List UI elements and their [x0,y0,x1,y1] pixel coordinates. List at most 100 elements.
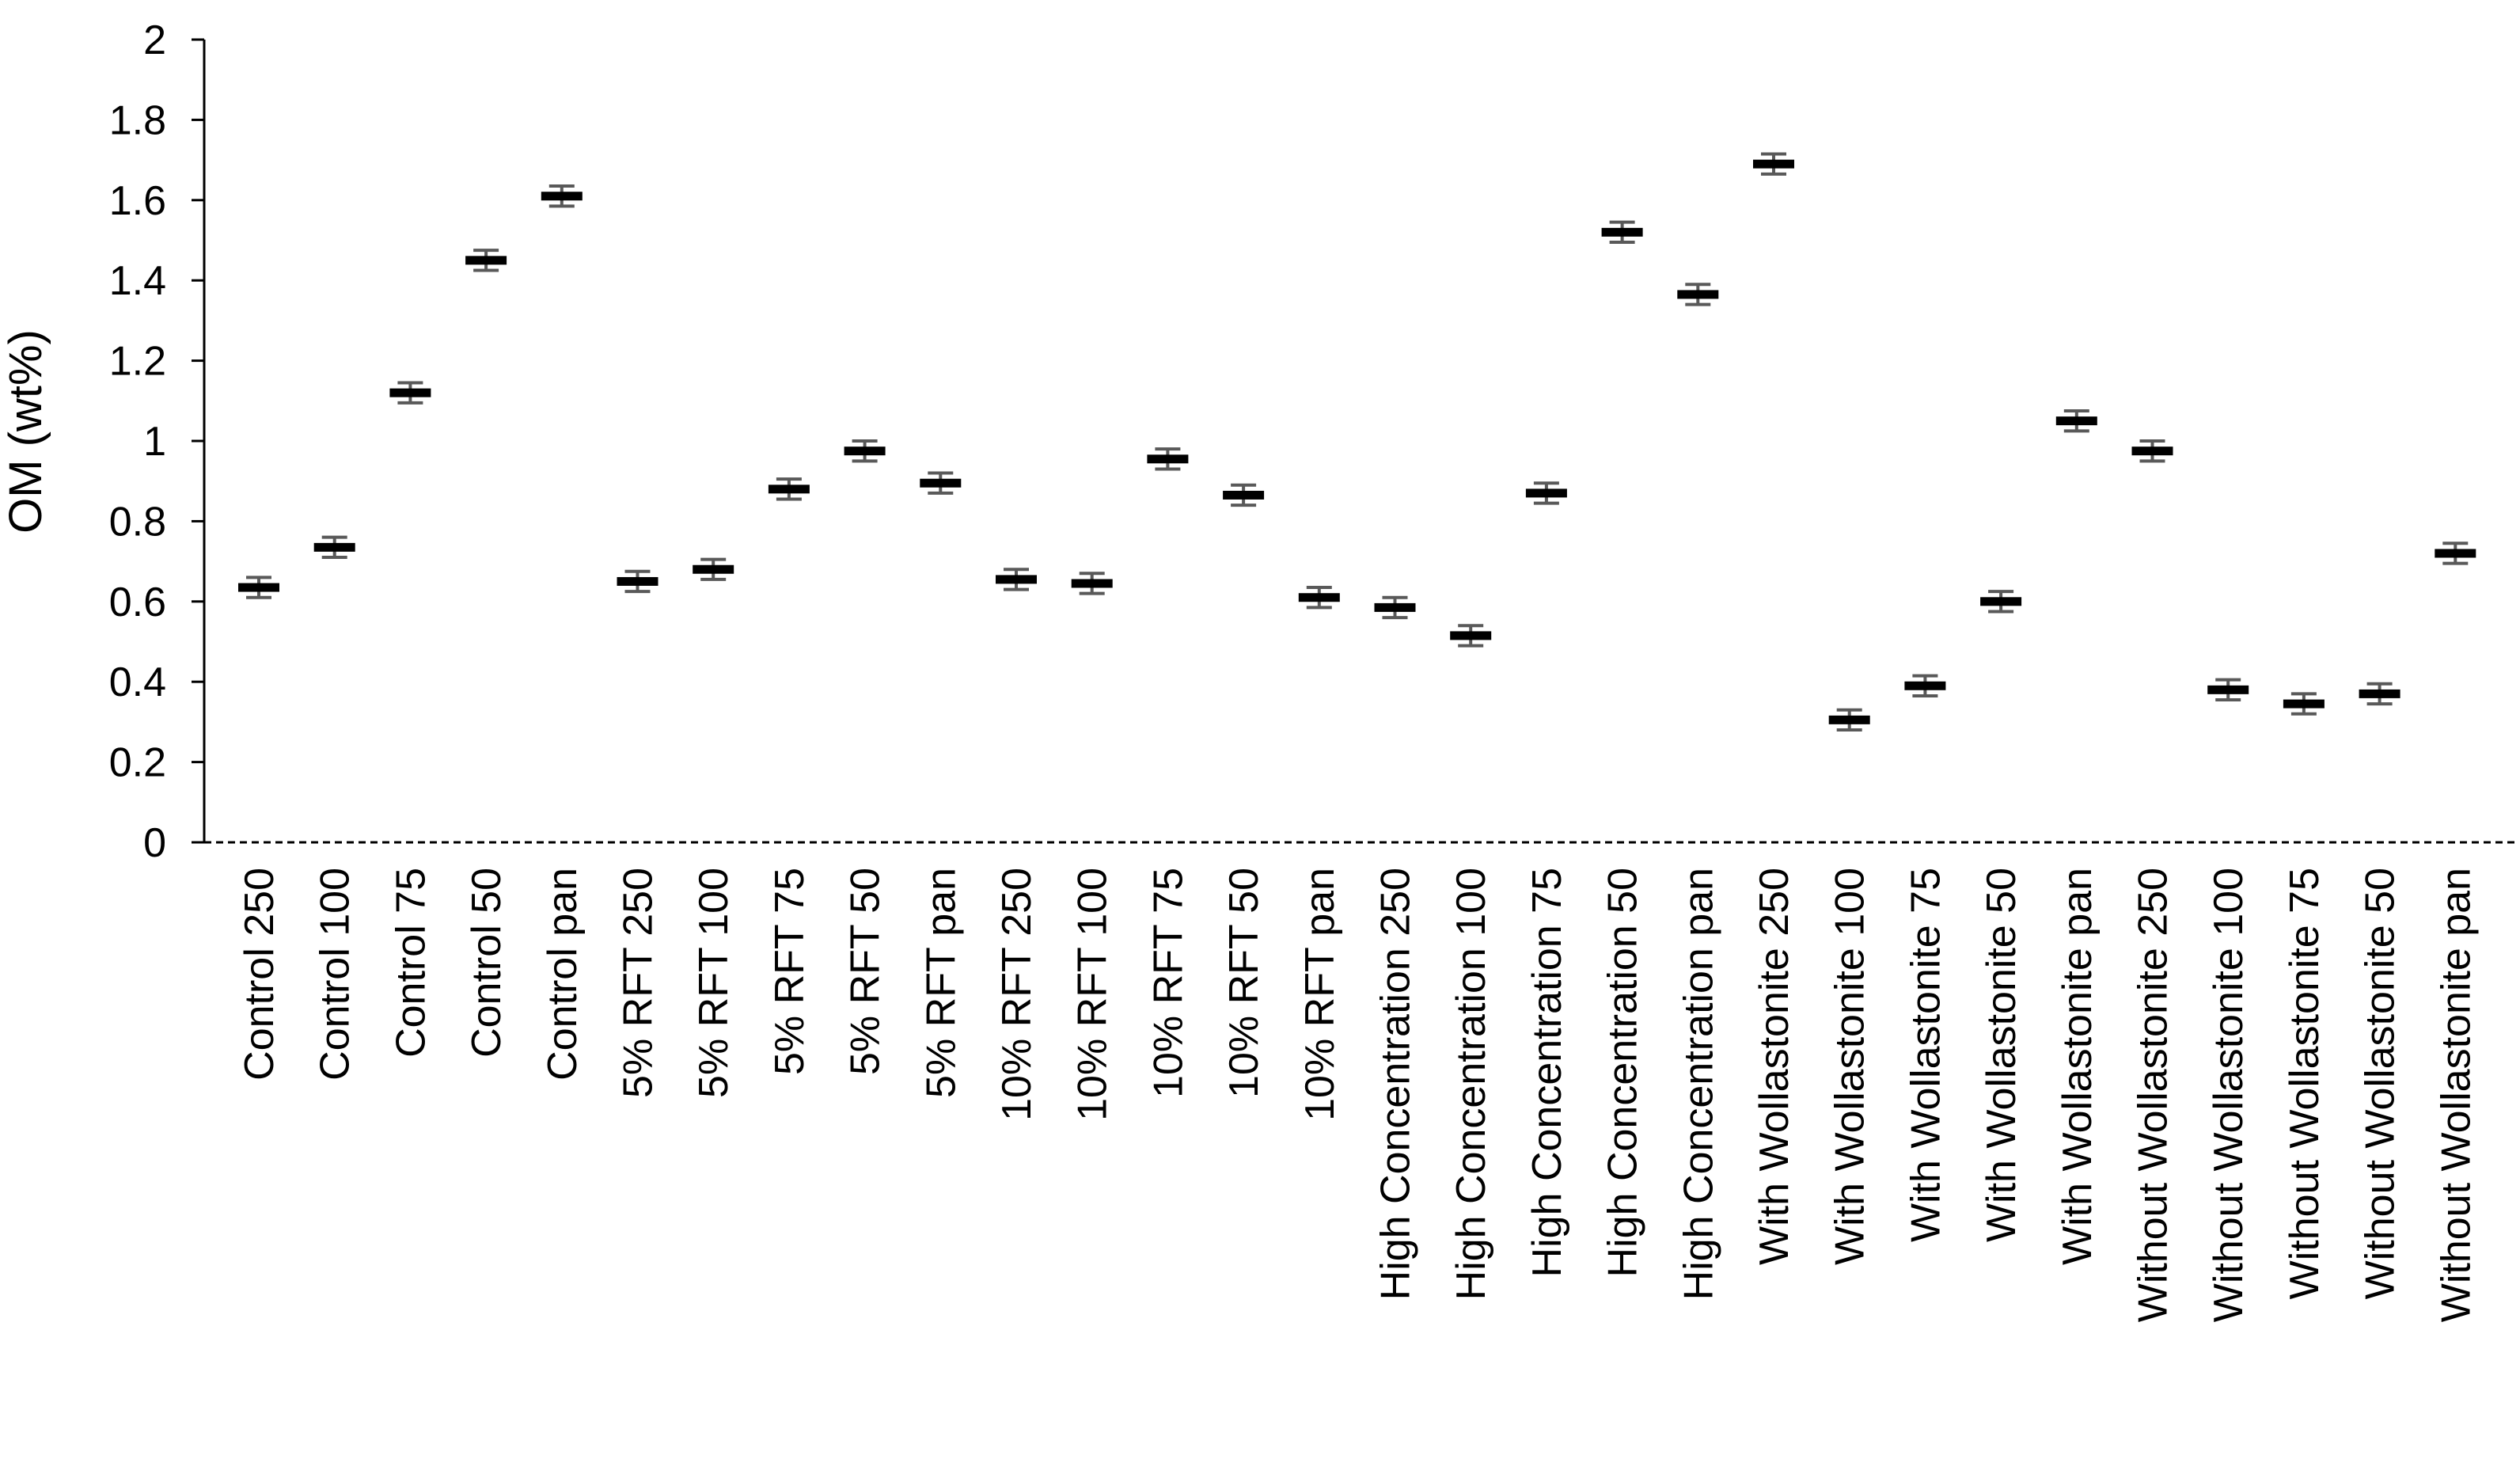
x-category-label: With Wollastonite 250 [1751,868,1797,1265]
point-marker [1147,454,1189,464]
point-marker [2207,685,2249,694]
category-labels: Control 250 Control 100 Control 75 Control … [237,868,2479,1322]
x-category-label: With Wollastonite pan [2055,868,2101,1265]
point-marker [313,542,355,552]
y-axis: 0 0.2 0.4 0.6 0.8 1 1.2 1.4 1.6 1.8 2 [109,17,206,866]
x-category-label: Control 75 [388,868,434,1058]
y-tick-label: 0.2 [109,740,166,786]
data-point [2359,682,2400,706]
x-category-label: 10% RFT 250 [994,868,1040,1121]
x-category-label: High Concentration 50 [1600,868,1646,1277]
x-category-label: 5% RFT 50 [843,868,889,1075]
point-marker [2055,416,2097,426]
data-point [465,249,507,272]
point-marker [2435,549,2476,558]
point-marker [1525,488,1567,498]
point-marker [1828,715,1870,724]
y-axis-title: OM (wt%) [0,329,51,534]
data-point [1904,674,1946,697]
point-marker [1374,602,1416,612]
point-marker [1753,159,1794,169]
point-marker [2359,689,2400,698]
x-category-label: 10% RFT 100 [1070,868,1116,1121]
x-category-label: Without Wollastonite pan [2433,868,2479,1322]
data-point [238,576,279,599]
point-marker [1450,631,1492,640]
data-point [693,557,734,581]
y-tick-label: 1.4 [109,258,166,304]
x-category-label: Without Wollastonite 250 [2131,868,2177,1322]
x-category-label: High Concentration 100 [1448,868,1494,1300]
data-point [1450,624,1492,648]
x-category-label: High Concentration pan [1676,868,1721,1300]
y-tick-label: 1 [143,419,166,465]
data-point [313,535,355,560]
y-tick-label: 1.2 [109,339,166,385]
point-marker [2283,699,2325,709]
point-marker [541,192,583,201]
x-category-label: 5% RFT pan [918,868,964,1098]
data-points [238,152,2476,732]
x-category-label: 5% RFT 75 [767,868,813,1075]
point-marker [389,388,431,397]
x-category-label: 5% RFT 250 [616,868,662,1098]
data-point [1753,152,1794,176]
point-marker [1904,681,1946,690]
x-category-label: Control pan [540,868,586,1081]
x-category-label: Control 100 [313,868,359,1081]
x-category-label: With Wollastonite 50 [1979,868,2025,1242]
x-category-label: With Wollastonite 100 [1827,868,1873,1265]
data-point [2055,408,2097,433]
y-tick-label: 0.6 [109,580,166,625]
data-point [389,381,431,405]
data-point [1601,220,1643,245]
point-marker [920,478,962,488]
y-tick-label: 1.6 [109,178,166,224]
x-category-label: Without Wollastonite 100 [2206,868,2252,1322]
data-point [1980,590,2022,614]
data-point [996,568,1037,591]
point-marker [238,583,279,592]
data-point [920,471,962,495]
point-marker [1677,290,1719,299]
x-category-label: 10% RFT 50 [1221,868,1267,1098]
data-point [1223,483,1265,507]
data-point [1677,283,1719,306]
y-tick-label: 0.8 [109,499,166,545]
point-marker [2131,446,2173,456]
point-marker [996,575,1037,584]
point-marker [768,484,810,494]
point-marker [844,446,886,456]
x-category-label: Without Wollastonite 75 [2282,868,2328,1299]
data-point [1525,481,1567,505]
data-point [2435,542,2476,565]
data-point [2283,692,2325,716]
point-marker [1298,593,1340,602]
x-category-label: Control 50 [464,868,510,1058]
y-tick-label: 0 [143,820,166,866]
y-tick-label: 0.4 [109,659,166,705]
data-point [541,184,583,208]
point-marker [693,564,734,574]
data-point [1298,586,1340,610]
x-category-label: 5% RFT 100 [691,868,737,1098]
data-point [1374,595,1416,620]
data-point [1147,447,1189,471]
x-category-label: Control 250 [237,868,283,1081]
data-point [2207,678,2249,702]
data-point [2131,439,2173,463]
data-point [1071,572,1113,595]
data-point [617,569,658,594]
point-marker [465,256,507,265]
x-category-label: With Wollastonite 75 [1903,868,1949,1242]
data-point [844,439,886,463]
data-point [1828,708,1870,732]
point-marker [1980,597,2022,606]
y-tick-label: 2 [143,17,166,63]
y-tick-label: 1.8 [109,97,166,143]
x-category-label: High Concentration 75 [1524,868,1570,1277]
x-category-label: 10% RFT 75 [1145,868,1191,1098]
point-marker [617,576,658,586]
x-category-label: Without Wollastonite 50 [2358,868,2404,1299]
point-marker [1601,227,1643,237]
